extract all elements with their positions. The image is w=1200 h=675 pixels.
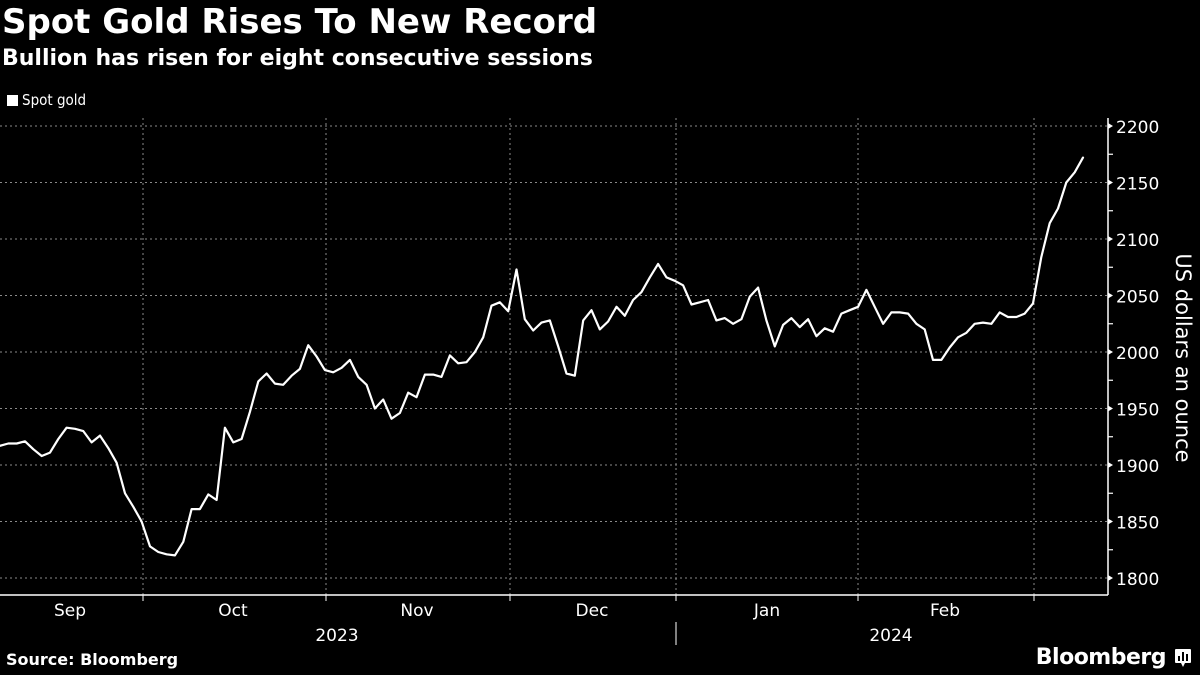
source-note: Source: Bloomberg bbox=[6, 650, 179, 669]
y-tick-marker bbox=[1108, 462, 1113, 468]
y-tick-label: 1800 bbox=[1116, 570, 1159, 590]
y-tick-label: 2150 bbox=[1116, 175, 1159, 195]
axes bbox=[0, 118, 1109, 596]
brand-logo: Bloomberg bbox=[1036, 645, 1192, 670]
y-tick-marker bbox=[1108, 236, 1113, 242]
bloomberg-chart-icon bbox=[1175, 648, 1191, 667]
x-month-label: Dec bbox=[576, 601, 609, 621]
y-axis-label: US dollars an ounce bbox=[1171, 253, 1195, 463]
x-month-label: Nov bbox=[400, 601, 433, 621]
y-tick-label: 1900 bbox=[1116, 457, 1159, 477]
y-tick-label: 2000 bbox=[1116, 344, 1159, 364]
spot-gold-line bbox=[0, 156, 1085, 557]
chart-subtitle: Bullion has risen for eight consecutive … bbox=[2, 46, 593, 71]
legend-swatch-icon bbox=[7, 94, 18, 106]
brand-name: Bloomberg bbox=[1035, 645, 1167, 670]
legend: Spot gold bbox=[7, 90, 86, 110]
y-tick-label: 2100 bbox=[1116, 231, 1159, 251]
x-month-label: Oct bbox=[218, 601, 248, 621]
y-tick-marker bbox=[1108, 405, 1113, 412]
x-year-label: 2024 bbox=[869, 626, 912, 646]
y-tick-label: 1950 bbox=[1116, 401, 1159, 421]
x-month-label: Jan bbox=[753, 601, 780, 621]
y-tick-marker bbox=[1108, 179, 1113, 186]
y-tick-marker bbox=[1108, 349, 1113, 355]
x-month-label: Feb bbox=[930, 601, 960, 621]
gridlines bbox=[0, 118, 1108, 595]
y-tick-marker bbox=[1108, 292, 1113, 299]
y-tick-marker bbox=[1108, 575, 1113, 581]
x-axis-ticks: Sep Oct Nov Dec Jan Feb 2023 2024 bbox=[54, 595, 1035, 646]
y-tick-label: 2200 bbox=[1116, 118, 1159, 138]
legend-label: Spot gold bbox=[22, 91, 87, 109]
x-month-label: Sep bbox=[54, 601, 86, 621]
x-year-label: 2023 bbox=[315, 626, 358, 646]
y-tick-marker bbox=[1108, 518, 1113, 525]
y-tick-marker bbox=[1108, 123, 1113, 129]
y-tick-label: 1850 bbox=[1116, 514, 1159, 534]
y-tick-label: 2050 bbox=[1116, 288, 1159, 308]
chart-title: Spot Gold Rises To New Record bbox=[2, 2, 598, 42]
y-axis-ticks: 1800 1850 1900 1950 2000 2050 2100 2150 2200 bbox=[1108, 118, 1159, 590]
